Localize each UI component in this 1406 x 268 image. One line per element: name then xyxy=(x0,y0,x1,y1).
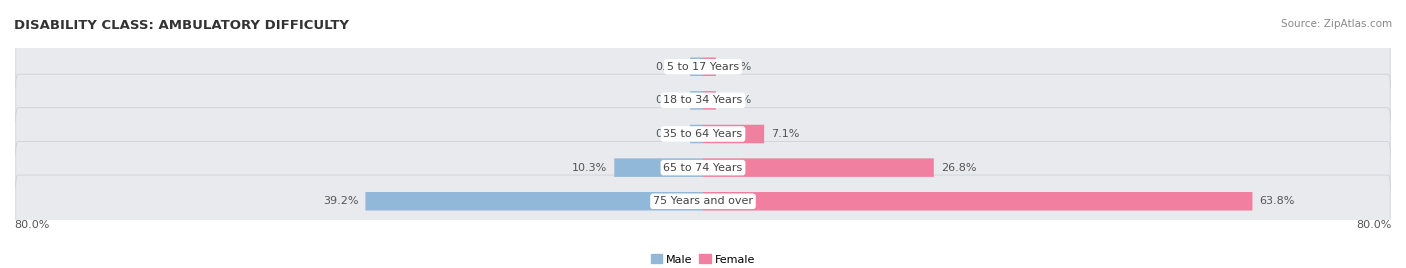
FancyBboxPatch shape xyxy=(703,58,716,76)
Text: 0.0%: 0.0% xyxy=(723,62,751,72)
Text: 0.0%: 0.0% xyxy=(655,62,683,72)
Text: 80.0%: 80.0% xyxy=(14,220,49,230)
Text: 35 to 64 Years: 35 to 64 Years xyxy=(664,129,742,139)
FancyBboxPatch shape xyxy=(690,91,703,110)
Text: 63.8%: 63.8% xyxy=(1260,196,1295,206)
Text: 75 Years and over: 75 Years and over xyxy=(652,196,754,206)
FancyBboxPatch shape xyxy=(703,125,763,143)
Legend: Male, Female: Male, Female xyxy=(647,250,759,268)
FancyBboxPatch shape xyxy=(703,192,1253,210)
Text: 10.3%: 10.3% xyxy=(572,163,607,173)
FancyBboxPatch shape xyxy=(703,158,934,177)
Text: 80.0%: 80.0% xyxy=(1357,220,1392,230)
Text: 26.8%: 26.8% xyxy=(941,163,976,173)
FancyBboxPatch shape xyxy=(690,58,703,76)
FancyBboxPatch shape xyxy=(366,192,703,210)
FancyBboxPatch shape xyxy=(15,40,1391,93)
FancyBboxPatch shape xyxy=(690,125,703,143)
FancyBboxPatch shape xyxy=(15,108,1391,160)
Text: Source: ZipAtlas.com: Source: ZipAtlas.com xyxy=(1281,19,1392,29)
FancyBboxPatch shape xyxy=(15,175,1391,228)
Text: 0.0%: 0.0% xyxy=(723,95,751,105)
Text: 0.0%: 0.0% xyxy=(655,129,683,139)
Text: 5 to 17 Years: 5 to 17 Years xyxy=(666,62,740,72)
FancyBboxPatch shape xyxy=(15,142,1391,194)
Text: 65 to 74 Years: 65 to 74 Years xyxy=(664,163,742,173)
FancyBboxPatch shape xyxy=(614,158,703,177)
Text: 0.0%: 0.0% xyxy=(655,95,683,105)
Text: 7.1%: 7.1% xyxy=(770,129,800,139)
Text: 39.2%: 39.2% xyxy=(323,196,359,206)
FancyBboxPatch shape xyxy=(703,91,716,110)
Text: DISABILITY CLASS: AMBULATORY DIFFICULTY: DISABILITY CLASS: AMBULATORY DIFFICULTY xyxy=(14,19,349,32)
Text: 18 to 34 Years: 18 to 34 Years xyxy=(664,95,742,105)
FancyBboxPatch shape xyxy=(15,74,1391,126)
